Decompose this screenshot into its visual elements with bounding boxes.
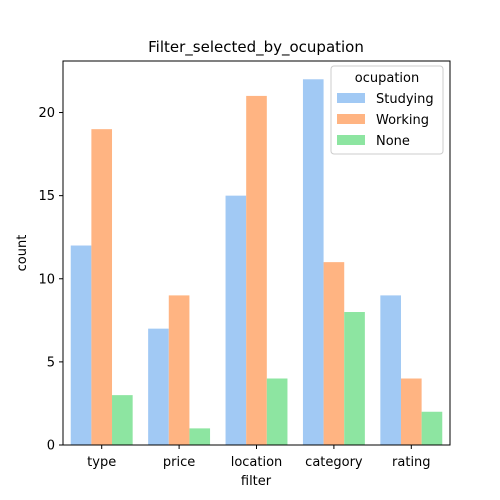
bar-working-rating (400, 378, 422, 445)
y-tick-label: 5 (47, 355, 55, 370)
y-axis-ticks: 0 5 10 15 20 (38, 106, 63, 454)
bars-group (70, 79, 443, 445)
bar-studying-price (148, 328, 169, 445)
bar-none-type (112, 395, 133, 445)
bar-working-location (246, 95, 267, 445)
bar-working-type (91, 129, 113, 445)
legend-swatch-studying (337, 93, 365, 103)
y-tick-label: 15 (38, 189, 55, 204)
x-tick-label-rating: rating (392, 455, 431, 470)
x-axis-ticks: type price location category rating (87, 445, 431, 470)
y-tick-label: 0 (47, 439, 55, 454)
bar-none-rating (421, 411, 443, 445)
x-tick-label-location: location (231, 455, 283, 470)
bar-none-category (344, 312, 365, 445)
x-tick-label-price: price (163, 455, 195, 470)
legend-label-studying: Studying (376, 92, 434, 107)
legend-swatch-working (337, 114, 365, 124)
legend-label-none: None (376, 134, 410, 149)
y-tick-label: 10 (38, 272, 55, 287)
bar-studying-location (225, 195, 247, 445)
legend-label-working: Working (376, 113, 429, 128)
x-tick-label-type: type (87, 455, 116, 470)
bar-none-location (266, 378, 288, 445)
y-axis-label: count (15, 235, 30, 272)
x-tick-label-category: category (305, 455, 363, 470)
x-axis-label: filter (241, 474, 272, 489)
bar-none-price (189, 428, 211, 445)
bar-working-price (168, 295, 190, 445)
chart-title: Filter_selected_by_ocupation (148, 38, 364, 57)
plot-frame (62, 60, 451, 446)
bar-studying-rating (380, 295, 401, 445)
bar-working-category (323, 262, 345, 445)
legend-frame (330, 65, 444, 155)
legend-swatch-none (337, 135, 365, 145)
legend-title: ocupation (355, 71, 419, 86)
bar-studying-type (70, 245, 92, 445)
bar-studying-category (302, 79, 324, 445)
y-tick-label: 20 (38, 106, 55, 121)
legend: ocupation Studying Working None (330, 65, 444, 155)
